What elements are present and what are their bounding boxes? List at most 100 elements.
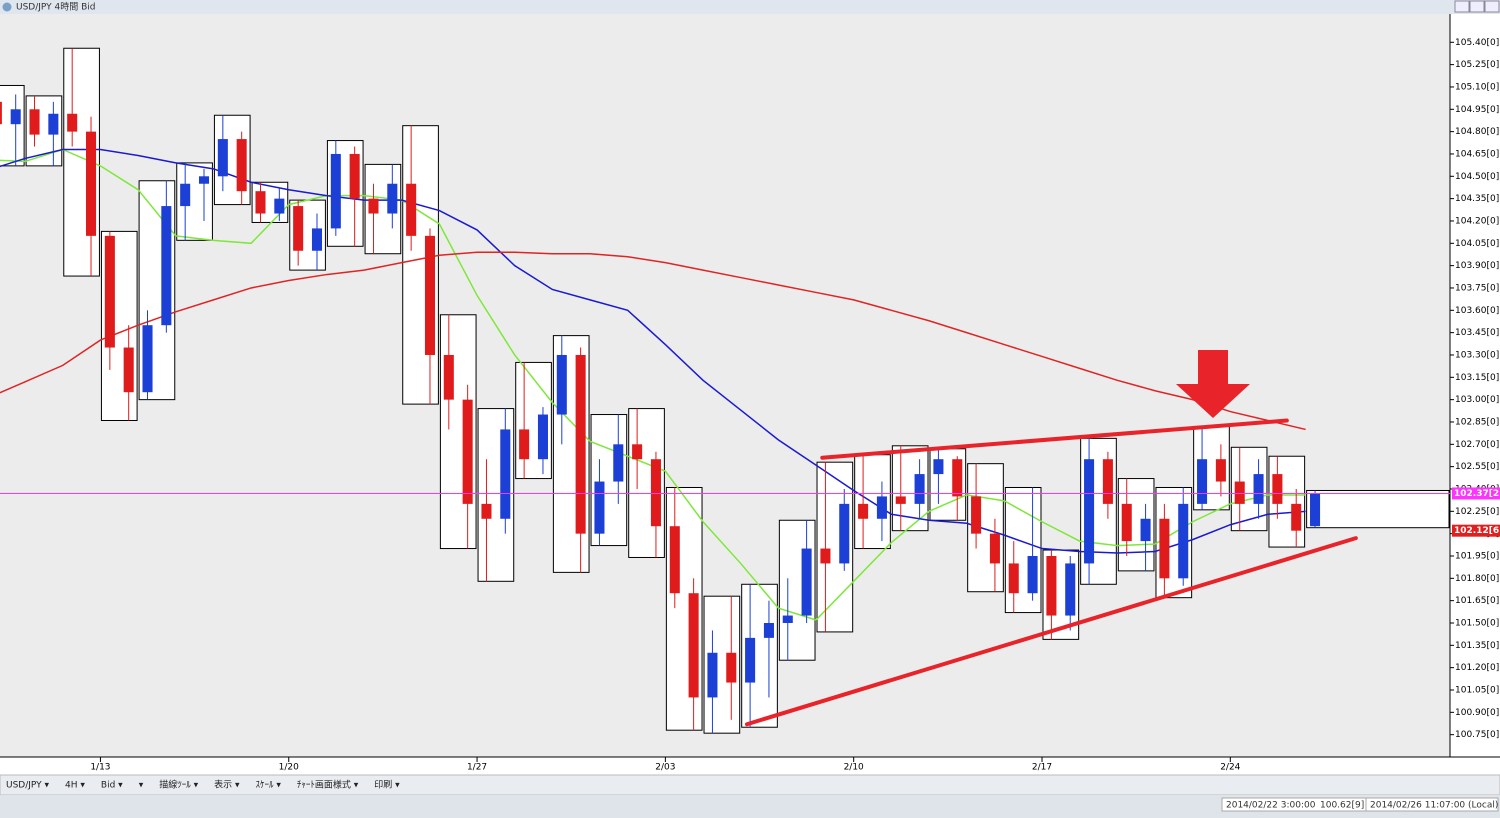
candle-body (1046, 555, 1057, 616)
x-tick-label: 1/13 (90, 763, 110, 773)
x-tick-label: 2/10 (844, 763, 864, 773)
toolbar-item[interactable]: ﾁｬｰﾄ画面様式 ▾ (297, 779, 359, 791)
candle-body (180, 183, 191, 207)
candle-body (1121, 503, 1132, 542)
candle-body (1027, 555, 1038, 594)
status-time: 2014/02/22 3:00:00 (1226, 801, 1316, 811)
candle-body (876, 496, 887, 519)
candle-body (10, 109, 21, 125)
candle-body (1084, 459, 1095, 564)
y-tick-label: 102.85[0] (1455, 417, 1499, 427)
candle-body (688, 593, 699, 698)
candle-body (311, 228, 323, 251)
app-icon (2, 2, 12, 12)
toolbar-item[interactable]: Bid ▾ (101, 781, 123, 791)
price-label-bg (1452, 487, 1500, 500)
trendline (744, 536, 1358, 727)
candle-body (575, 354, 586, 534)
toolbar-item[interactable]: ▾ (139, 781, 144, 791)
candle-body (632, 444, 643, 460)
y-tick-label: 104.80[0] (1455, 127, 1499, 137)
y-tick-label: 101.20[0] (1455, 663, 1499, 673)
y-tick-label: 100.75[0] (1455, 730, 1499, 740)
y-tick-label: 103.75[0] (1455, 283, 1499, 293)
y-tick-label: 105.40[0] (1455, 38, 1499, 48)
close-button[interactable] (1484, 0, 1500, 13)
y-tick-label: 104.65[0] (1455, 149, 1499, 159)
candle-body (1272, 474, 1283, 504)
toolbar-item[interactable]: 印刷 ▾ (374, 779, 400, 791)
y-tick-label: 102.70[0] (1455, 440, 1499, 450)
candle-body (142, 325, 153, 393)
candle-body (1065, 563, 1076, 616)
y-tick-label: 100.90[0] (1455, 708, 1499, 718)
toolbar-item[interactable]: 描線ﾂｰﾙ ▾ (159, 779, 198, 791)
y-tick-label: 102.55[0] (1455, 462, 1499, 472)
candle-body (782, 615, 793, 623)
toolbar-item[interactable]: 表示 ▾ (214, 779, 240, 791)
y-tick-label: 101.35[0] (1455, 641, 1499, 651)
candle-body (1310, 493, 1321, 527)
status-local-time: 2014/02/26 11:07:00 (Local) (1370, 801, 1498, 811)
candle-body (368, 198, 379, 214)
y-tick-label: 103.15[0] (1455, 373, 1499, 383)
y-tick-label: 101.05[0] (1455, 685, 1499, 695)
candle-body (1008, 563, 1019, 594)
candle-body (933, 459, 944, 475)
y-tick-label: 101.50[0] (1455, 618, 1499, 628)
candle-body (519, 429, 530, 460)
toolbar-item[interactable]: USD/JPY ▾ (6, 781, 50, 791)
candle-body (236, 139, 247, 192)
minimize-button[interactable] (1454, 0, 1470, 13)
x-tick-label: 2/24 (1220, 763, 1240, 773)
toolbar-items: USD/JPY ▾ 4H ▾ Bid ▾ ▾ 描線ﾂｰﾙ ▾ 表示 ▾ ｽｹｰﾙ ▾ ﾁｬｰﾄ… (6, 779, 400, 791)
candle-body (613, 444, 624, 482)
candle-body (48, 113, 59, 135)
y-tick-label: 104.05[0] (1455, 239, 1499, 249)
y-tick-label: 103.30[0] (1455, 350, 1499, 360)
candle-body (1253, 474, 1264, 504)
candle-body (1291, 503, 1302, 531)
day-box (0, 84, 25, 167)
candle-body (161, 206, 172, 326)
toolbar-item[interactable]: ｽｹｰﾙ ▾ (256, 780, 282, 791)
y-tick-label: 103.90[0] (1455, 261, 1499, 271)
candle-body (29, 109, 40, 135)
candle-body (858, 503, 869, 519)
candle-body (462, 399, 473, 504)
x-tick-label: 1/27 (467, 763, 487, 773)
candle-body (349, 153, 360, 199)
candle-body (594, 481, 605, 534)
maximize-button[interactable] (1469, 0, 1485, 13)
price-label-bg (1452, 524, 1500, 537)
candle-body (217, 139, 228, 177)
candle-body (556, 354, 567, 415)
y-tick-label: 105.10[0] (1455, 82, 1499, 92)
y-tick-label: 103.45[0] (1455, 328, 1499, 338)
y-tick-label: 101.65[0] (1455, 596, 1499, 606)
plot (0, 47, 1450, 734)
toolbar-item[interactable]: 4H ▾ (65, 781, 85, 791)
day-box (1004, 486, 1042, 614)
candle-body (123, 347, 134, 393)
candle-body (971, 496, 982, 534)
candle-body (1159, 518, 1170, 579)
candle-body (0, 101, 2, 125)
candle-body (387, 183, 398, 214)
candle-body (1140, 518, 1151, 542)
y-tick-label: 105.25[0] (1455, 60, 1499, 70)
candle-body (895, 496, 906, 504)
candle-body (726, 652, 737, 683)
y-tick-label: 104.95[0] (1455, 105, 1499, 115)
candle-body (801, 548, 812, 616)
candle-body (1197, 459, 1208, 504)
y-tick-label: 104.35[0] (1455, 194, 1499, 204)
candle-body (1178, 503, 1189, 579)
candle-body (104, 235, 115, 348)
candle-body (1234, 481, 1245, 504)
candle-body (330, 153, 341, 229)
candle-body (839, 503, 850, 564)
candle-body (406, 183, 417, 236)
candle-body (198, 176, 210, 184)
